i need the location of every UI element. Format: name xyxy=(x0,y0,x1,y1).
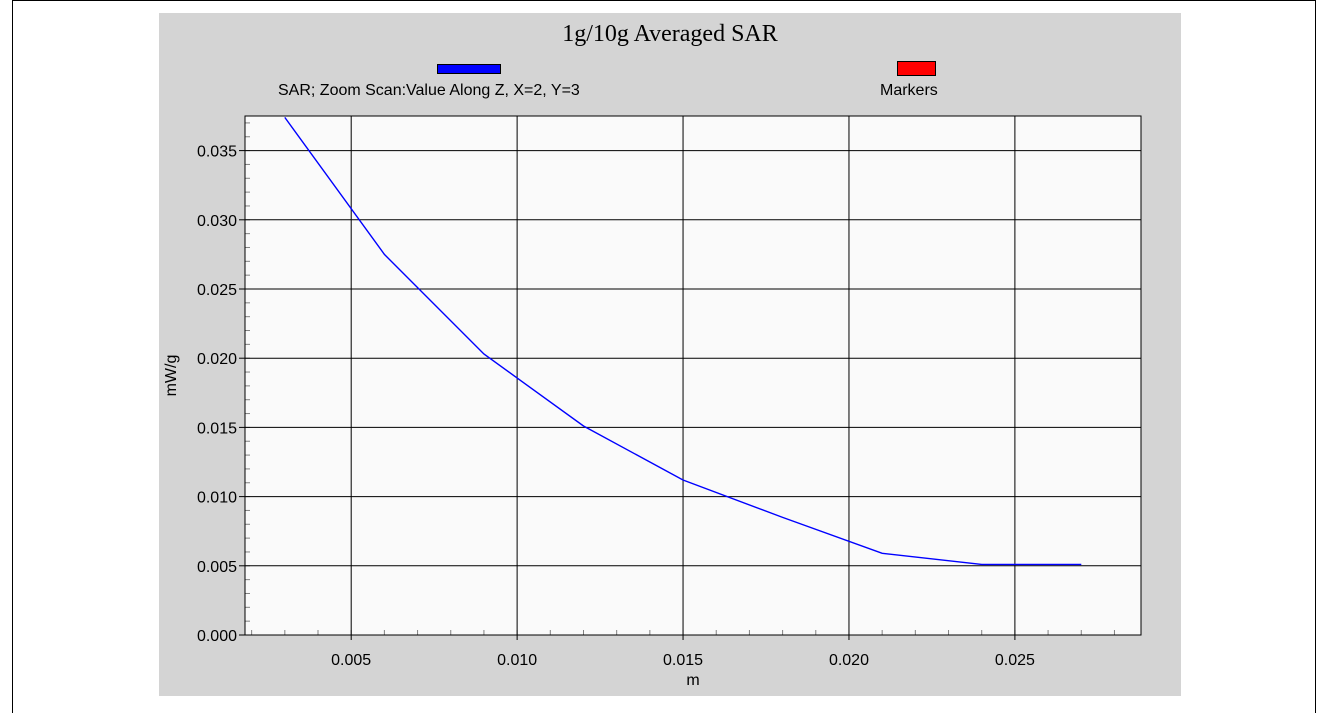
y-tick-label: 0.025 xyxy=(197,282,237,299)
plot-border xyxy=(244,115,1142,636)
series-line-0 xyxy=(284,116,1082,566)
plot-background xyxy=(245,116,1141,635)
y-tick-label: 0.015 xyxy=(197,420,237,437)
x-tick-label: 0.020 xyxy=(829,652,869,669)
legend-swatch-markers xyxy=(897,61,936,76)
chart-title: 1g/10g Averaged SAR xyxy=(562,21,778,47)
x-tick-label: 0.005 xyxy=(331,652,371,669)
legend-label-sar: SAR; Zoom Scan:Value Along Z, X=2, Y=3 xyxy=(278,82,580,99)
y-axis-label: mW/g xyxy=(163,355,180,397)
plot-area: 0.005 0.010 0.015 0.020 0.025 0.000 0.005 0.010… xyxy=(163,115,1142,689)
y-tick-label: 0.030 xyxy=(197,213,237,230)
legend-label-markers: Markers xyxy=(880,82,938,99)
x-axis-label: m xyxy=(686,672,699,689)
x-tick-label: 0.015 xyxy=(663,652,703,669)
y-tick-label: 0.020 xyxy=(197,351,237,368)
y-tick-label: 0.010 xyxy=(197,490,237,507)
chart-panel: 1g/10g Averaged SAR SAR; Zoom Scan:Value… xyxy=(159,13,1181,696)
y-tick-label: 0.035 xyxy=(197,144,237,161)
y-tick-label: 0.005 xyxy=(197,559,237,576)
outer-frame xyxy=(12,0,1316,713)
y-tick-label: 0.000 xyxy=(197,628,237,645)
legend-swatch-sar xyxy=(437,64,501,74)
x-tick-label: 0.010 xyxy=(497,652,537,669)
x-tick-label: 0.025 xyxy=(995,652,1035,669)
